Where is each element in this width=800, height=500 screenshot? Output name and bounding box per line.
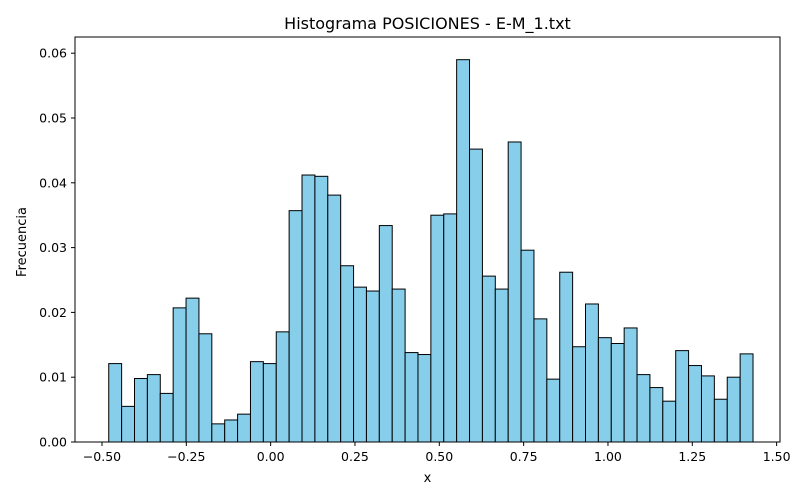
y-tick-label: 0.00: [39, 435, 67, 450]
histogram-bar: [417, 354, 432, 443]
histogram-bar: [494, 288, 509, 443]
histogram-bar: [739, 353, 754, 443]
histogram-bar: [662, 400, 677, 443]
histogram-bar: [237, 413, 251, 443]
histogram-bar: [520, 249, 535, 443]
x-axis-ticks: −0.50 −0.25 0.00 0.25 0.50 0.75 1.00 1.25 1.50: [83, 442, 791, 464]
histogram-bar: [391, 288, 406, 443]
histogram-bar: [301, 174, 316, 443]
y-tick-label: 0.02: [39, 305, 67, 320]
histogram-bar: [572, 346, 587, 443]
x-tick-label: 1.00: [594, 449, 622, 464]
histogram-bar: [507, 141, 522, 443]
y-axis-label: Frecuencia: [15, 207, 30, 277]
histogram-bar: [353, 286, 367, 443]
histogram-bar: [443, 213, 458, 443]
histogram-bar: [159, 392, 174, 443]
histogram-bar: [172, 307, 187, 443]
histogram-bar: [314, 175, 329, 443]
histogram-bar: [262, 363, 277, 443]
histogram-bar: [585, 303, 599, 443]
y-tick-label: 0.04: [39, 175, 67, 190]
histogram-bar: [481, 275, 496, 443]
bars-group: [108, 59, 754, 443]
histogram-bar: [700, 375, 715, 443]
x-tick-label: 0.25: [341, 449, 369, 464]
histogram-bar: [211, 423, 226, 443]
plot-frame: [74, 36, 781, 443]
histogram-bar: [649, 387, 664, 443]
histogram-bar: [108, 363, 123, 443]
y-tick-label: 0.06: [39, 46, 67, 61]
histogram-bar: [249, 361, 264, 443]
histogram-bar: [288, 210, 303, 443]
x-tick-label: 1.25: [678, 449, 706, 464]
x-axis-label: x: [424, 471, 432, 486]
chart-title: Histograma POSICIONES - E-M_1.txt: [284, 14, 571, 34]
histogram-bar: [623, 327, 638, 443]
histogram-bar: [675, 350, 690, 443]
histogram-bar: [378, 225, 393, 443]
histogram-bar: [185, 297, 200, 443]
histogram-bar: [365, 290, 380, 443]
histogram-bar: [146, 374, 161, 443]
histogram-bar: [559, 271, 574, 443]
histogram-bar: [340, 265, 355, 443]
x-tick-label: 1.50: [763, 449, 791, 464]
histogram-bar: [121, 405, 136, 443]
histogram-bar: [636, 374, 651, 443]
y-axis-ticks: 0.00 0.01 0.02 0.03 0.04 0.05 0.06: [39, 46, 75, 450]
histogram-bar: [610, 343, 625, 443]
histogram-bar: [134, 378, 148, 443]
histogram-bar: [688, 365, 702, 443]
histogram-bar: [469, 148, 483, 443]
y-tick-label: 0.03: [39, 240, 67, 255]
y-tick-label: 0.05: [39, 111, 67, 126]
y-tick-label: 0.01: [39, 370, 67, 385]
histogram-bar: [597, 337, 612, 443]
x-tick-label: −0.50: [83, 449, 121, 464]
histogram-bar: [327, 194, 342, 443]
x-tick-label: 0.75: [510, 449, 538, 464]
histogram-bar: [533, 318, 548, 443]
histogram-bar: [546, 378, 561, 443]
histogram-bar: [713, 398, 728, 443]
histogram-bar: [456, 59, 471, 443]
histogram-bar: [198, 333, 213, 443]
x-tick-label: 0.00: [257, 449, 285, 464]
histogram-bar: [430, 214, 445, 443]
histogram-bar: [224, 419, 239, 443]
x-tick-label: −0.25: [167, 449, 205, 464]
histogram-bar: [275, 331, 290, 443]
histogram-bar: [726, 376, 741, 443]
histogram-bar: [404, 352, 419, 443]
x-tick-label: 0.50: [425, 449, 453, 464]
